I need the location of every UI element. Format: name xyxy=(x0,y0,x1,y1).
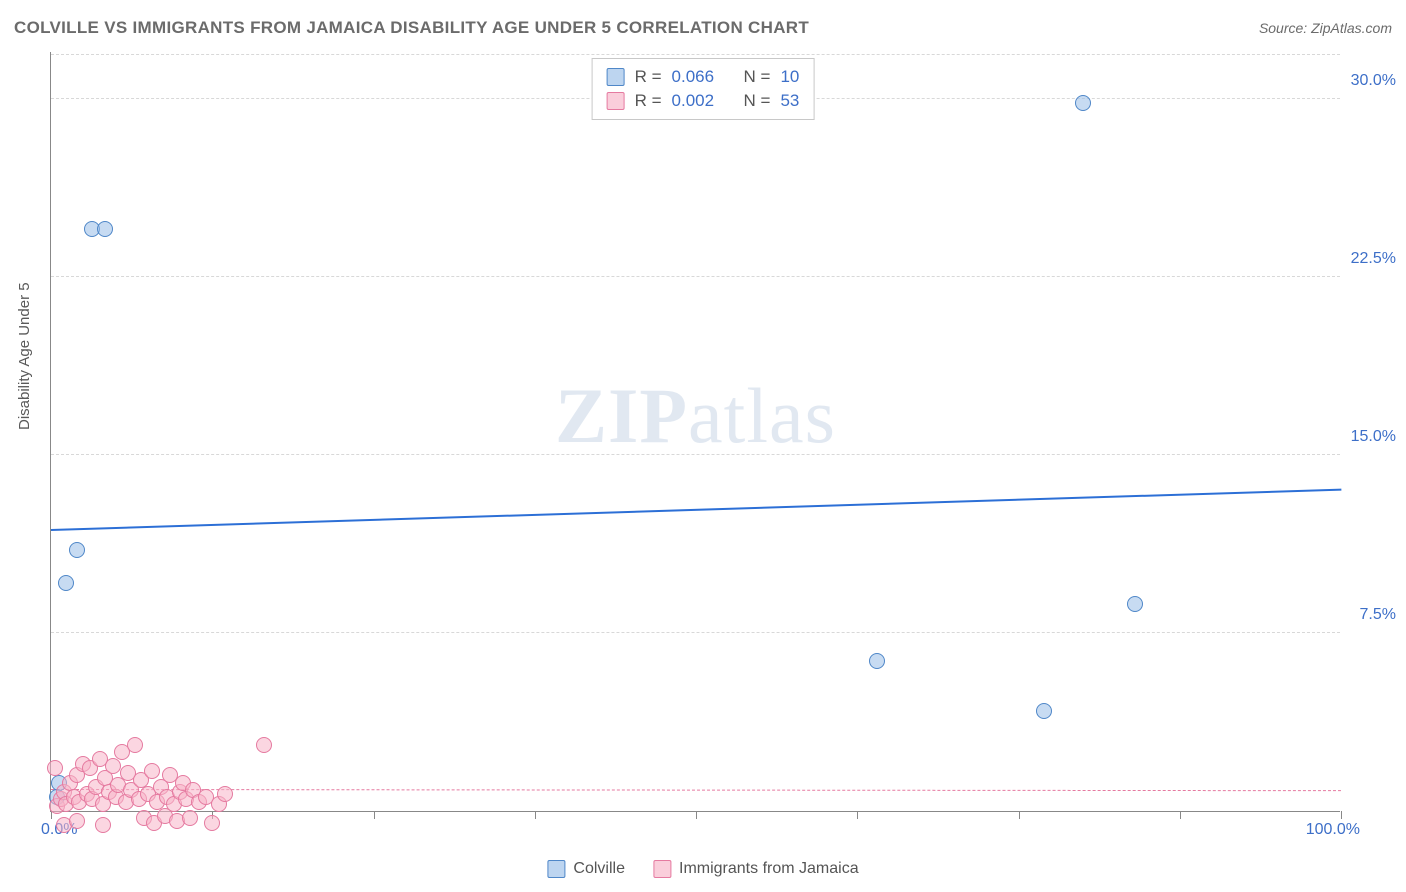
marker-pink xyxy=(47,760,63,776)
marker-pink xyxy=(127,737,143,753)
swatch-pink-icon xyxy=(607,92,625,110)
marker-pink xyxy=(256,737,272,753)
trend-line-blue xyxy=(51,488,1341,530)
r-value-pink: 0.002 xyxy=(672,91,715,111)
y-tick-label: 15.0% xyxy=(1351,428,1396,446)
watermark: ZIPatlas xyxy=(555,371,836,461)
marker-pink xyxy=(144,763,160,779)
title-bar: COLVILLE VS IMMIGRANTS FROM JAMAICA DISA… xyxy=(14,18,1392,38)
plot-area: ZIPatlas 7.5%15.0%22.5%30.0%0.0%100.0% xyxy=(50,52,1340,812)
stats-row-pink: R = 0.002 N = 53 xyxy=(607,89,800,113)
x-tick xyxy=(1180,811,1181,819)
marker-pink xyxy=(217,786,233,802)
watermark-zip: ZIP xyxy=(555,372,688,459)
r-label: R = xyxy=(635,67,662,87)
bottom-legend: Colville Immigrants from Jamaica xyxy=(547,860,858,878)
n-value-pink: 53 xyxy=(780,91,799,111)
n-label: N = xyxy=(744,91,771,111)
swatch-blue-icon xyxy=(547,860,565,878)
legend-item-pink: Immigrants from Jamaica xyxy=(653,860,859,878)
y-tick-label: 7.5% xyxy=(1360,606,1396,624)
marker-blue xyxy=(97,221,113,237)
marker-blue xyxy=(869,653,885,669)
gridline xyxy=(51,54,1340,55)
x-tick xyxy=(696,811,697,819)
stats-legend: R = 0.066 N = 10 R = 0.002 N = 53 xyxy=(592,58,815,120)
x-tick xyxy=(374,811,375,819)
trend-line-pink xyxy=(51,789,1341,791)
marker-blue xyxy=(1036,703,1052,719)
legend-label-blue: Colville xyxy=(573,860,625,878)
marker-pink xyxy=(105,758,121,774)
marker-blue xyxy=(69,542,85,558)
n-value-blue: 10 xyxy=(780,67,799,87)
marker-blue xyxy=(1075,95,1091,111)
x-tick xyxy=(1341,811,1342,819)
y-axis-title: Disability Age Under 5 xyxy=(16,282,33,430)
x-tick xyxy=(535,811,536,819)
n-label: N = xyxy=(744,67,771,87)
x-tick xyxy=(1019,811,1020,819)
legend-label-pink: Immigrants from Jamaica xyxy=(679,860,859,878)
source-credit: Source: ZipAtlas.com xyxy=(1259,20,1392,36)
swatch-pink-icon xyxy=(653,860,671,878)
gridline xyxy=(51,276,1340,277)
r-value-blue: 0.066 xyxy=(672,67,715,87)
x-tick xyxy=(857,811,858,819)
watermark-atlas: atlas xyxy=(688,372,836,459)
marker-pink xyxy=(204,815,220,831)
gridline xyxy=(51,632,1340,633)
r-label: R = xyxy=(635,91,662,111)
marker-pink xyxy=(182,810,198,826)
gridline xyxy=(51,454,1340,455)
marker-blue xyxy=(1127,596,1143,612)
marker-pink xyxy=(69,813,85,829)
y-tick-label: 22.5% xyxy=(1351,250,1396,268)
x-label-right: 100.0% xyxy=(1306,821,1360,839)
swatch-blue-icon xyxy=(607,68,625,86)
stats-row-blue: R = 0.066 N = 10 xyxy=(607,65,800,89)
y-tick-label: 30.0% xyxy=(1351,72,1396,90)
legend-item-blue: Colville xyxy=(547,860,625,878)
chart-title: COLVILLE VS IMMIGRANTS FROM JAMAICA DISA… xyxy=(14,18,809,38)
marker-blue xyxy=(58,575,74,591)
marker-pink xyxy=(95,817,111,833)
